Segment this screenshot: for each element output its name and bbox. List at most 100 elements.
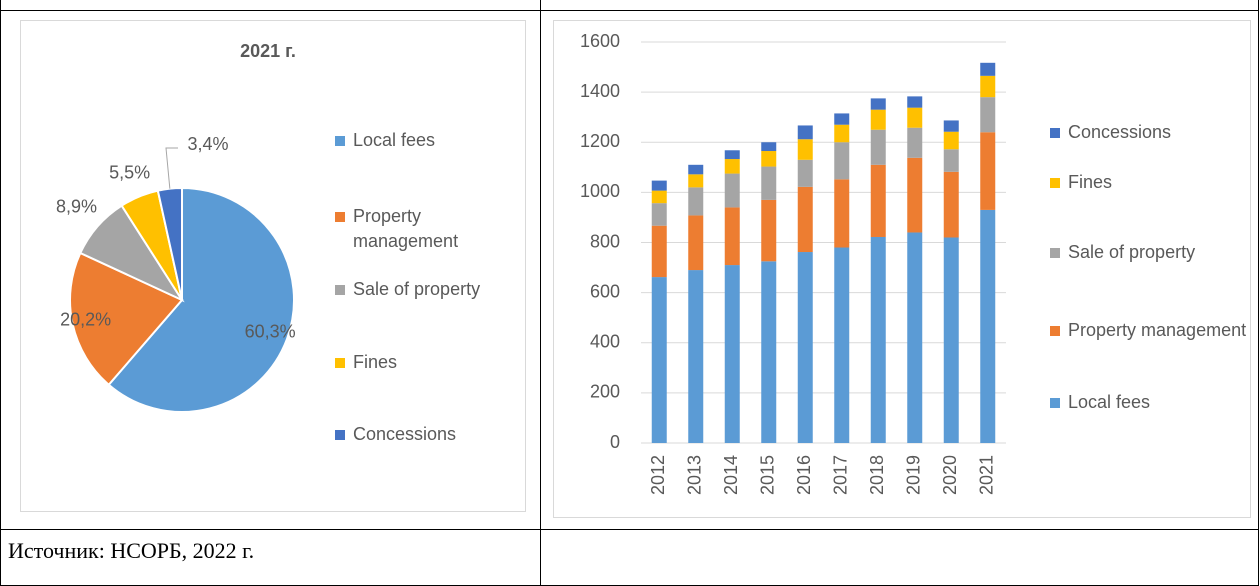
bar-segment bbox=[797, 159, 813, 187]
bar-segment bbox=[724, 207, 740, 266]
legend-swatch bbox=[1050, 248, 1060, 258]
legend-label: Fines bbox=[353, 352, 398, 372]
legend-label: Property management bbox=[353, 206, 459, 251]
bar-segment bbox=[651, 180, 667, 191]
x-tick-label: 2021 bbox=[977, 455, 997, 495]
bar-segment bbox=[761, 199, 777, 262]
y-tick-label: 1000 bbox=[580, 181, 620, 201]
y-tick-label: 1400 bbox=[580, 81, 620, 101]
legend-label: Concessions bbox=[1068, 122, 1172, 142]
legend-swatch bbox=[335, 285, 345, 295]
y-tick-label: 800 bbox=[590, 231, 620, 251]
bar-segment bbox=[834, 113, 850, 125]
bar-segment bbox=[870, 129, 886, 165]
bar-segment bbox=[980, 209, 996, 443]
bar-segment bbox=[943, 171, 959, 238]
chart-title: 2021 г. bbox=[240, 41, 296, 61]
bar-segment bbox=[980, 62, 996, 76]
legend-item: Fines bbox=[1050, 170, 1250, 195]
legend-swatch bbox=[1050, 398, 1060, 408]
bar-segment bbox=[761, 151, 777, 167]
x-tick-label: 2013 bbox=[685, 455, 705, 495]
table-rule bbox=[0, 10, 1259, 11]
bar-segment bbox=[724, 159, 740, 174]
chart-frame bbox=[553, 20, 1251, 518]
y-tick-label: 1600 bbox=[580, 31, 620, 51]
bar-segment bbox=[651, 225, 667, 278]
legend-item: Local fees bbox=[1050, 390, 1250, 415]
bar-segment bbox=[688, 164, 704, 175]
x-tick-label: 2012 bbox=[648, 455, 668, 495]
bar-segment bbox=[834, 124, 850, 143]
bar-segment bbox=[651, 190, 667, 204]
bar-segment bbox=[907, 107, 923, 128]
legend-swatch bbox=[335, 358, 345, 368]
legend-swatch bbox=[335, 430, 345, 440]
bar-segment bbox=[907, 232, 923, 443]
bar-segment bbox=[688, 174, 704, 188]
bar-segment bbox=[943, 131, 959, 150]
bar-segment bbox=[724, 150, 740, 160]
x-tick-label: 2015 bbox=[758, 455, 778, 495]
x-tick-label: 2020 bbox=[940, 455, 960, 495]
bar-segment bbox=[870, 236, 886, 443]
y-tick-label: 0 bbox=[610, 432, 620, 452]
bar-segment bbox=[761, 261, 777, 443]
bar-segment bbox=[834, 179, 850, 248]
legend-item: Concessions bbox=[1050, 120, 1250, 145]
legend-label: Sale of property bbox=[1068, 242, 1196, 262]
source-note: Источник: НСОРБ, 2022 г. bbox=[8, 538, 255, 563]
bar-segment bbox=[980, 75, 996, 98]
legend-item: Sale of property bbox=[1050, 240, 1250, 265]
legend-item: Fines bbox=[335, 350, 515, 375]
legend-item: Property management bbox=[1050, 318, 1250, 343]
bar-segment bbox=[943, 120, 959, 132]
bar-segment bbox=[688, 270, 704, 443]
x-tick-label: 2019 bbox=[904, 455, 924, 495]
bar-segment bbox=[761, 166, 777, 200]
legend-item: Sale of property bbox=[335, 277, 515, 302]
bar-segment bbox=[870, 98, 886, 110]
bar-segment bbox=[834, 247, 850, 443]
x-tick-label: 2014 bbox=[721, 455, 741, 495]
bar-segment bbox=[797, 125, 813, 140]
pie-slice bbox=[69, 251, 184, 387]
x-tick-label: 2016 bbox=[794, 455, 814, 495]
chart-frame bbox=[20, 20, 526, 512]
bar-segment bbox=[724, 265, 740, 443]
legend-swatch bbox=[1050, 178, 1060, 188]
bar-segment bbox=[797, 139, 813, 160]
bar-segment bbox=[907, 127, 923, 158]
legend-item: Concessions bbox=[335, 422, 515, 447]
y-tick-label: 400 bbox=[590, 332, 620, 352]
data-label: 5,5% bbox=[109, 163, 150, 183]
bar-segment bbox=[724, 173, 740, 208]
bar-segment bbox=[943, 237, 959, 443]
bar-segment bbox=[688, 215, 704, 271]
data-label: 3,4% bbox=[187, 134, 228, 154]
legend-item: Local fees bbox=[335, 128, 515, 153]
y-tick-label: 600 bbox=[590, 281, 620, 301]
bar-segment bbox=[907, 157, 923, 233]
x-tick-label: 2018 bbox=[867, 455, 887, 495]
y-tick-label: 1200 bbox=[580, 131, 620, 151]
x-tick-label: 2017 bbox=[831, 455, 851, 495]
bar-segment bbox=[870, 164, 886, 237]
bar-segment bbox=[980, 132, 996, 210]
bar-segment bbox=[761, 142, 777, 152]
bar-segment bbox=[651, 277, 667, 443]
legend-label: Local fees bbox=[353, 130, 436, 150]
bar-segment bbox=[980, 97, 996, 133]
legend-label: Concessions bbox=[353, 424, 457, 444]
legend-swatch bbox=[1050, 326, 1060, 336]
bar-segment bbox=[651, 203, 667, 226]
bar-segment bbox=[797, 252, 813, 443]
bar-segment bbox=[943, 149, 959, 172]
leader-line bbox=[165, 147, 178, 189]
legend-label: Sale of property bbox=[353, 279, 481, 299]
y-tick-label: 200 bbox=[590, 382, 620, 402]
legend-item: Property management bbox=[335, 204, 515, 254]
bar-segment bbox=[870, 109, 886, 130]
